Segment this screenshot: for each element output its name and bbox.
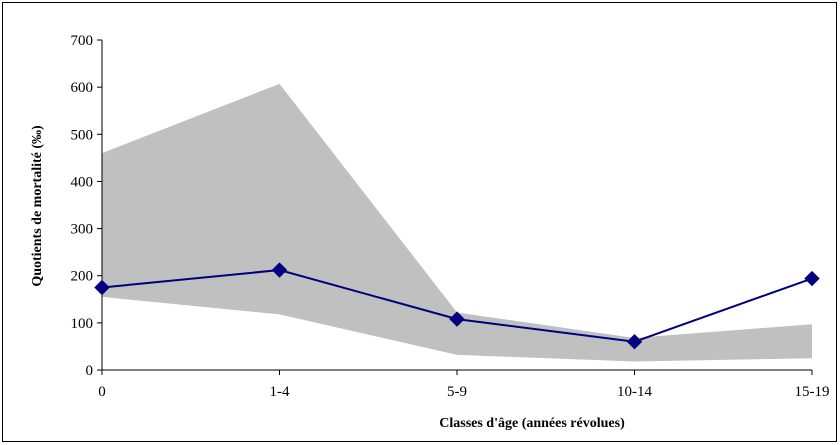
- y-axis-title: Quotients de mortalité (‰): [30, 125, 45, 287]
- data-point-marker: [94, 279, 110, 296]
- data-point-marker: [626, 334, 643, 350]
- y-tick-label: 600: [71, 80, 94, 96]
- confidence-band: [102, 83, 812, 362]
- y-tick-label: 300: [71, 222, 94, 238]
- y-tick-labels: 0 100 200 300 400 500 600 700: [71, 33, 102, 379]
- data-point-marker: [271, 262, 288, 278]
- x-tick-label: 15-19: [795, 384, 830, 400]
- y-tick-label: 100: [71, 316, 94, 332]
- y-tick-label: 700: [71, 33, 94, 49]
- y-tick-label: 200: [71, 269, 94, 285]
- data-point-marker: [804, 270, 820, 287]
- x-tick-label: 1-4: [270, 384, 290, 400]
- x-tick-label: 0: [98, 384, 106, 400]
- y-tick-label: 400: [71, 174, 94, 190]
- y-tick-label: 0: [86, 363, 94, 379]
- x-tick-label: 5-9: [447, 384, 467, 400]
- x-tick-labels: 0 1-4 5-9 10-14 15-19: [98, 370, 830, 400]
- confidence-band-layer: [102, 83, 812, 362]
- y-tick-label: 500: [71, 127, 94, 143]
- series-layer: [94, 262, 820, 350]
- x-axis-title: Classes d'âge (années révolues): [439, 416, 625, 431]
- x-tick-label: 10-14: [617, 384, 652, 400]
- data-point-marker: [449, 311, 465, 327]
